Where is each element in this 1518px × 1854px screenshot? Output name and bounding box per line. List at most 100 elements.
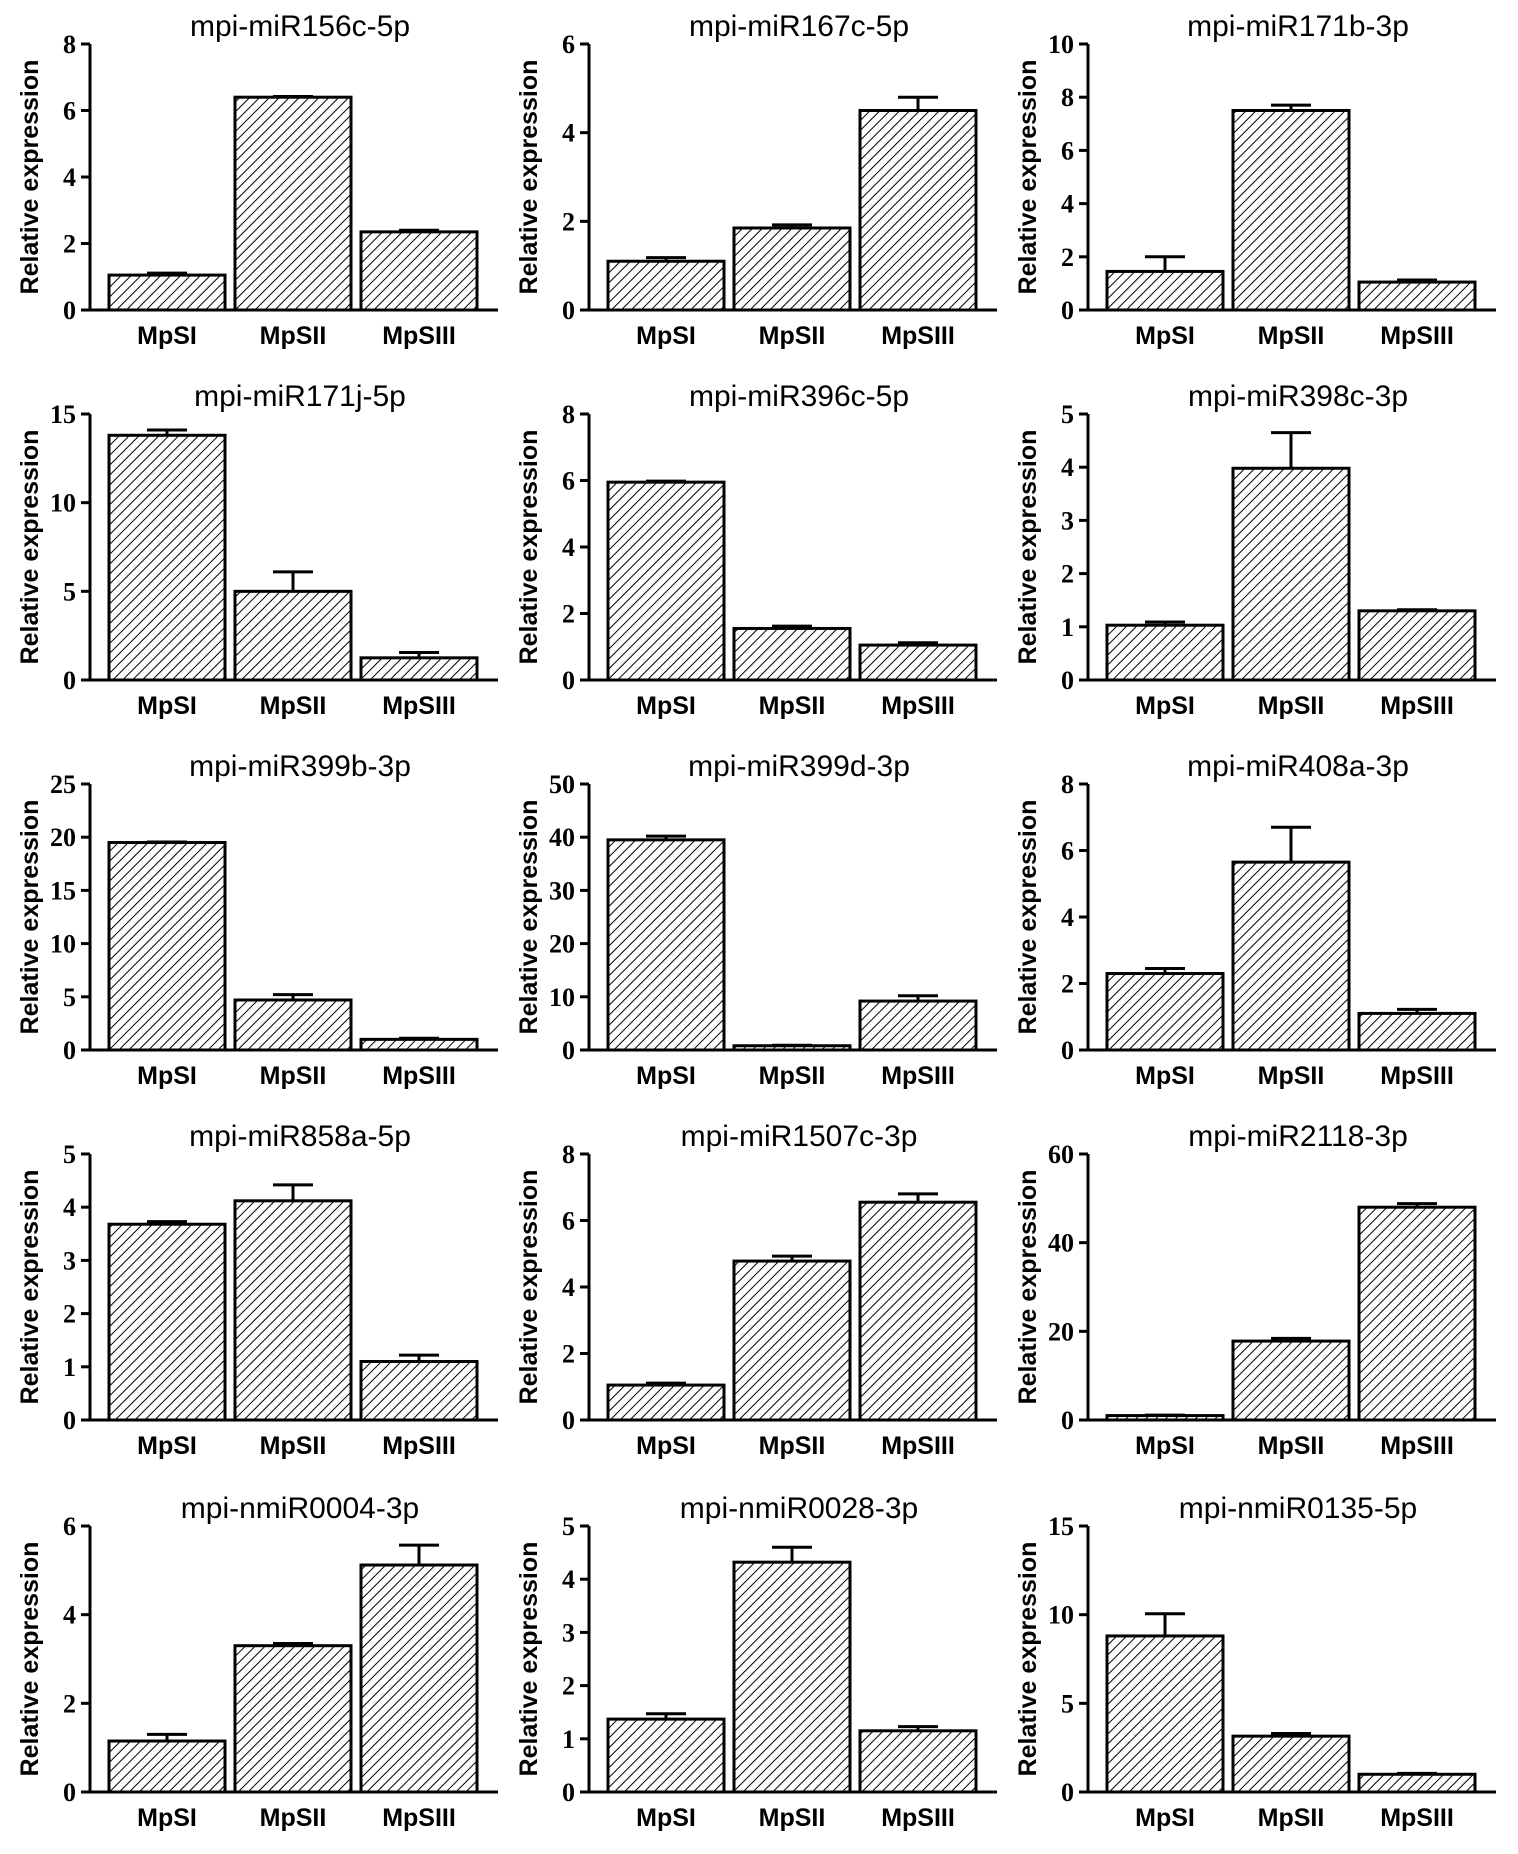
y-tick-label: 4 (562, 533, 575, 562)
y-tick-label: 15 (1048, 1512, 1074, 1541)
chart-panel: mpi-nmiR0135-5p Relative expression 0 5 10 15… (1014, 1492, 1496, 1832)
chart-panel: mpi-miR858a-5p Relative expression 0 1 2 3 4 5 M… (16, 1120, 498, 1460)
y-tick-label: 0 (1061, 1406, 1074, 1435)
y-tick-label: 2 (63, 230, 76, 259)
y-tick-label: 5 (1061, 400, 1074, 429)
x-tick-label: MpSII (759, 1062, 826, 1090)
chart-title: mpi-miR156c-5p (190, 10, 410, 43)
x-tick-label: MpSI (137, 1432, 197, 1460)
bar (107, 841, 227, 1052)
bar (606, 1717, 726, 1794)
y-tick-label: 2 (1061, 970, 1074, 999)
bar (233, 95, 353, 312)
bar (1357, 1011, 1477, 1052)
y-tick-label: 15 (50, 876, 76, 905)
x-tick-label: MpSI (137, 692, 197, 720)
chart-panels: mpi-miR156c-5p Relative expression 0 2 4 6 8 Mp… (16, 10, 1496, 1832)
x-tick-label: MpSII (759, 1432, 826, 1460)
y-axis-label: Relative expression (515, 1170, 543, 1405)
y-axis-label: Relative expression (515, 60, 543, 295)
x-tick-label: MpSI (636, 1432, 696, 1460)
bar (858, 1200, 978, 1422)
bar (233, 998, 353, 1052)
x-tick-label: MpSIII (881, 1804, 955, 1832)
y-tick-label: 4 (1061, 903, 1074, 932)
x-tick-label: MpSIII (1380, 1804, 1454, 1832)
x-tick-label: MpSII (260, 1804, 327, 1832)
y-tick-label: 10 (1048, 1601, 1074, 1630)
y-tick-label: 50 (549, 770, 575, 799)
bar (1105, 972, 1225, 1052)
bar (1231, 860, 1351, 1052)
bar (359, 656, 479, 682)
y-tick-label: 2 (562, 1340, 575, 1369)
bar (1105, 269, 1225, 312)
x-tick-label: MpSIII (881, 1432, 955, 1460)
chart-title: mpi-miR399b-3p (189, 750, 411, 783)
y-tick-label: 15 (50, 400, 76, 429)
chart-panel: mpi-nmiR0028-3p Relative expression 0 1 2 3 4 5… (515, 1492, 997, 1832)
x-tick-label: MpSII (260, 322, 327, 350)
chart-title: mpi-miR2118-3p (1188, 1120, 1408, 1153)
y-tick-label: 5 (63, 1140, 76, 1169)
y-tick-label: 0 (63, 296, 76, 325)
y-tick-label: 4 (63, 163, 76, 192)
y-tick-label: 4 (1061, 190, 1074, 219)
y-tick-label: 60 (1048, 1140, 1074, 1169)
bar (732, 1259, 852, 1422)
chart-panel: mpi-miR2118-3p Relative expression 0 20 40 60… (1014, 1120, 1496, 1460)
chart-title: mpi-miR396c-5p (689, 380, 909, 413)
y-axis-label: Relative expression (1014, 1542, 1042, 1777)
bar (606, 838, 726, 1052)
y-tick-label: 20 (50, 823, 76, 852)
y-tick-label: 4 (63, 1193, 76, 1222)
bar (233, 1644, 353, 1794)
x-tick-label: MpSI (1135, 1804, 1195, 1832)
y-tick-label: 8 (1061, 83, 1074, 112)
y-tick-label: 0 (562, 666, 575, 695)
bar (107, 433, 227, 682)
y-tick-label: 0 (562, 1778, 575, 1807)
y-tick-label: 4 (1061, 453, 1074, 482)
y-tick-label: 3 (562, 1618, 575, 1647)
y-tick-label: 3 (1061, 506, 1074, 535)
y-tick-label: 6 (63, 1512, 76, 1541)
x-tick-label: MpSI (636, 322, 696, 350)
bar (1357, 1205, 1477, 1422)
y-tick-label: 8 (562, 400, 575, 429)
bar (107, 1222, 227, 1422)
bar (1231, 1339, 1351, 1422)
x-tick-label: MpSI (1135, 1062, 1195, 1090)
chart-title: mpi-miR171b-3p (1187, 10, 1409, 43)
chart-title: mpi-nmiR0028-3p (680, 1492, 918, 1525)
chart-title: mpi-miR171j-5p (194, 380, 406, 413)
y-tick-label: 5 (562, 1512, 575, 1541)
x-tick-label: MpSIII (881, 322, 955, 350)
y-tick-label: 25 (50, 770, 76, 799)
y-axis-label: Relative expression (16, 1542, 44, 1777)
bar (107, 1739, 227, 1794)
bar (359, 1563, 479, 1794)
x-tick-label: MpSII (1258, 692, 1325, 720)
bar (858, 1729, 978, 1794)
bar (107, 273, 227, 312)
y-tick-label: 1 (1061, 613, 1074, 642)
x-tick-label: MpSII (260, 1432, 327, 1460)
y-tick-label: 0 (63, 666, 76, 695)
x-tick-label: MpSII (1258, 1804, 1325, 1832)
x-tick-label: MpSIII (382, 322, 456, 350)
y-tick-label: 2 (562, 207, 575, 236)
y-tick-label: 0 (63, 1036, 76, 1065)
y-tick-label: 2 (63, 1689, 76, 1718)
bar (1231, 1734, 1351, 1794)
x-tick-label: MpSIII (1380, 322, 1454, 350)
y-tick-label: 4 (562, 1565, 575, 1594)
y-axis-label: Relative expression (515, 430, 543, 665)
chart-panel: mpi-nmiR0004-3p Relative expression 0 2 4 6 Mp… (16, 1492, 498, 1832)
y-tick-label: 5 (63, 577, 76, 606)
chart-title: mpi-miR398c-3p (1188, 380, 1408, 413)
y-tick-label: 0 (562, 1036, 575, 1065)
bar (1357, 280, 1477, 312)
x-tick-label: MpSIII (1380, 692, 1454, 720)
x-tick-label: MpSIII (382, 1432, 456, 1460)
